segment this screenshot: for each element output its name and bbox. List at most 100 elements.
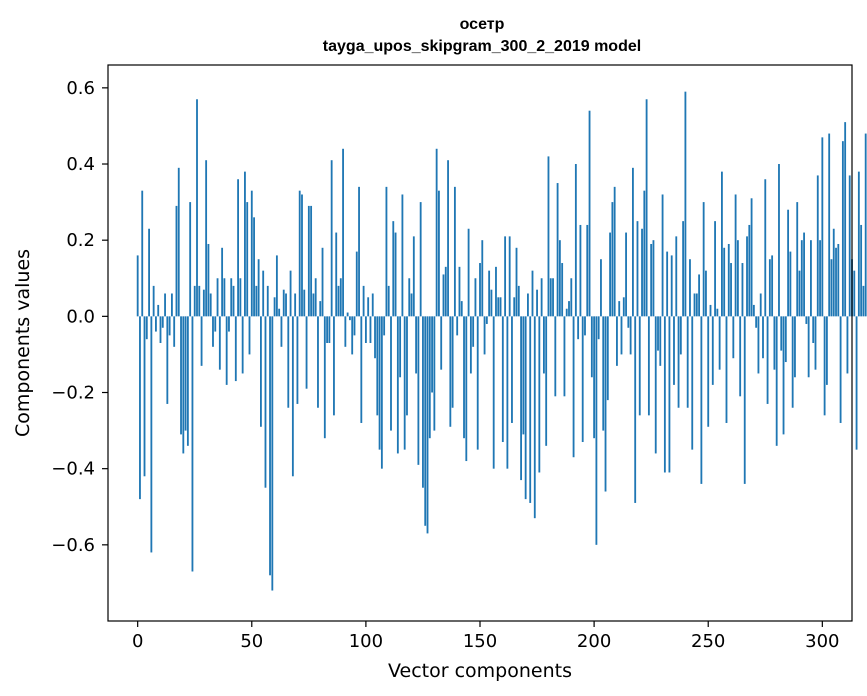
y-tick-label: 0.0: [66, 306, 95, 327]
bar: [186, 316, 189, 446]
bar: [600, 259, 602, 317]
bar: [152, 285, 155, 317]
bar: [707, 316, 710, 427]
bar: [433, 316, 436, 431]
bar: [538, 316, 541, 473]
bars-group: [136, 91, 867, 591]
bar: [563, 316, 566, 397]
bar: [673, 316, 675, 385]
bar: [775, 316, 778, 446]
x-axis-label: Vector components: [388, 660, 572, 682]
bar: [839, 316, 842, 423]
bar: [150, 316, 153, 553]
bar: [458, 266, 461, 317]
bar: [296, 316, 299, 404]
bar: [241, 316, 244, 374]
bar: [155, 316, 157, 332]
bar: [273, 297, 276, 317]
bar: [515, 247, 518, 317]
bar: [828, 133, 831, 317]
x-tick-label: 250: [691, 631, 725, 652]
bar: [837, 243, 840, 317]
bar: [766, 316, 769, 404]
chart-title: осетр: [460, 16, 505, 33]
bar: [848, 175, 851, 317]
bar: [586, 224, 589, 317]
bar: [606, 316, 609, 401]
x-tick-label: 300: [805, 631, 839, 652]
bar: [346, 312, 349, 317]
bar: [378, 316, 381, 450]
bar: [344, 316, 347, 347]
bar: [787, 209, 790, 317]
bar: [547, 156, 550, 317]
bar: [625, 232, 627, 317]
bar: [759, 293, 762, 317]
bar: [663, 316, 666, 473]
bar: [812, 316, 815, 343]
bar: [278, 308, 281, 317]
bar: [714, 221, 716, 317]
bar: [271, 316, 274, 591]
bar: [396, 316, 399, 454]
bar: [298, 190, 301, 317]
bar: [746, 236, 748, 317]
bar: [832, 228, 835, 317]
bar: [675, 236, 678, 317]
bar: [689, 259, 691, 317]
bar: [328, 316, 331, 343]
bar: [524, 316, 527, 500]
x-tick-label: 200: [577, 631, 611, 652]
bar: [301, 194, 303, 317]
bar: [303, 289, 306, 317]
bar: [805, 316, 808, 324]
bar: [335, 232, 338, 317]
y-axis-label: Components values: [12, 249, 34, 437]
bar: [189, 202, 192, 317]
bar: [415, 316, 418, 374]
bar: [739, 316, 742, 397]
bar: [520, 316, 522, 481]
bar: [310, 205, 313, 317]
bar: [682, 221, 685, 317]
bar: [574, 164, 577, 317]
bar: [305, 316, 308, 389]
bar: [353, 316, 356, 336]
bar: [501, 316, 504, 443]
bar: [339, 278, 342, 317]
bar: [401, 194, 404, 317]
bar: [556, 183, 559, 317]
bar: [762, 316, 764, 359]
bar: [743, 316, 746, 484]
bar: [319, 301, 322, 317]
bar: [732, 316, 735, 359]
bar: [490, 289, 493, 317]
bar: [223, 278, 226, 317]
bar: [855, 316, 858, 450]
bar: [549, 278, 552, 317]
bar: [627, 316, 630, 328]
bar: [205, 160, 208, 317]
bar: [791, 316, 794, 408]
bar: [533, 316, 536, 519]
bar: [709, 304, 712, 317]
bar: [419, 202, 422, 317]
bar: [540, 278, 543, 317]
x-tick-label: 50: [240, 631, 263, 652]
bar: [364, 316, 367, 343]
bar: [780, 316, 783, 351]
bar: [376, 316, 379, 416]
bar: [385, 186, 388, 317]
bar: [616, 316, 618, 366]
bar: [426, 316, 429, 534]
bar: [228, 316, 230, 332]
bar: [725, 316, 728, 423]
bar: [764, 179, 767, 317]
bar: [841, 141, 844, 317]
bar: [431, 316, 433, 393]
bar: [481, 240, 484, 317]
bar: [451, 316, 454, 408]
bar: [170, 293, 173, 317]
bar: [232, 285, 235, 317]
bar: [164, 293, 166, 317]
